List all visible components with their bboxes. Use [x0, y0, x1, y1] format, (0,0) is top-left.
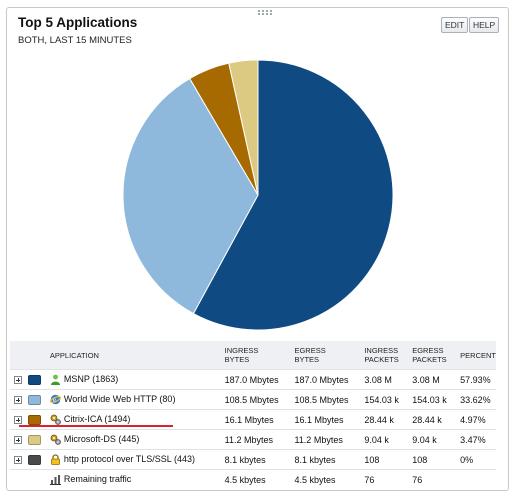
- user-icon: [50, 374, 60, 386]
- gears-icon: [50, 434, 61, 445]
- table-row[interactable]: http protocol over TLS/SSL (443) 8.1 kby…: [10, 449, 496, 470]
- lock-icon: [51, 454, 60, 465]
- gears-icon: [50, 414, 61, 425]
- table-row[interactable]: MSNP (1863) 187.0 Mbytes 187.0 Mbytes 3.…: [10, 369, 496, 390]
- svg-text:e: e: [53, 396, 56, 404]
- table-row[interactable]: Microsoft-DS (445) 11.2 Mbytes 11.2 Mbyt…: [10, 429, 496, 450]
- col-egress-bytes: EGRESS BYTES: [290, 341, 361, 370]
- table-row[interactable]: Citrix-ICA (1494) 16.1 Mbytes 16.1 Mbyte…: [10, 409, 496, 430]
- panel-title: Top 5 Applications: [18, 15, 138, 30]
- edit-button[interactable]: EDIT: [441, 17, 469, 33]
- drag-handle[interactable]: [257, 10, 273, 16]
- globe-icon: e: [49, 394, 61, 405]
- color-swatch: [27, 414, 41, 425]
- col-ingress-bytes: INGRESS BYTES: [220, 341, 291, 370]
- table-header-row: APPLICATION INGRESS BYTES EGRESS BYTES ING…: [10, 341, 496, 370]
- app-name: MSNP (1863): [63, 373, 119, 384]
- col-application: APPLICATION: [45, 341, 221, 370]
- app-name: Citrix-ICA (1494): [63, 413, 131, 424]
- help-button[interactable]: HELP: [469, 17, 500, 33]
- expand-icon[interactable]: [14, 456, 22, 465]
- bar-chart-icon: [49, 475, 61, 486]
- expand-icon[interactable]: [14, 416, 22, 425]
- panel-subtitle: BOTH, LAST 15 MINUTES: [18, 35, 132, 46]
- pie-chart: [122, 59, 394, 331]
- expand-icon[interactable]: [14, 376, 22, 385]
- highlight-underline: [19, 425, 173, 427]
- expand-icon[interactable]: [14, 396, 22, 405]
- table-row[interactable]: e World Wide Web HTTP (80) 108.5 Mbytes 1…: [10, 389, 496, 410]
- app-name: World Wide Web HTTP (80): [63, 393, 176, 404]
- color-swatch: [27, 374, 41, 385]
- pie-slice-2[interactable]: [122, 77, 259, 315]
- color-swatch: [27, 434, 41, 445]
- applications-table: APPLICATION INGRESS BYTES EGRESS BYTES ING…: [10, 341, 496, 489]
- color-swatch: [27, 454, 41, 465]
- pie-slice-4[interactable]: [228, 59, 259, 196]
- app-name: Microsoft-DS (445): [63, 433, 140, 444]
- pie-slice-1[interactable]: [192, 59, 394, 331]
- app-name: Remaining traffic: [63, 473, 132, 484]
- expand-icon[interactable]: [14, 436, 22, 445]
- color-swatch: [27, 394, 41, 405]
- col-percent: PERCENT: [456, 341, 496, 370]
- col-ingress-packets: INGRESS PACKETS: [360, 341, 409, 370]
- remaining-traffic-row: Remaining traffic 4.5 kbytes 4.5 kbytes …: [10, 469, 496, 489]
- col-egress-packets: EGRESS PACKETS: [408, 341, 457, 370]
- app-name: http protocol over TLS/SSL (443): [63, 453, 195, 464]
